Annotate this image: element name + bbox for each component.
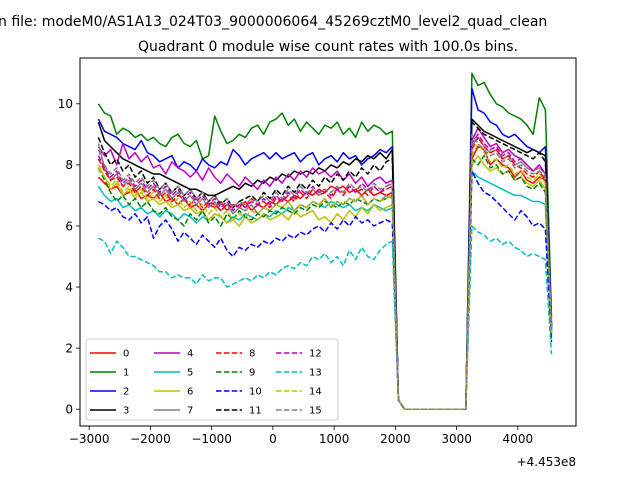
y-axis: 0 2 4 6 8 10: [58, 97, 80, 417]
x-offset-label: +4.453e8: [517, 455, 576, 469]
x-tick-label: −2000: [130, 432, 171, 446]
series-line-14: [97, 142, 553, 410]
series-line-2: [97, 87, 553, 410]
series-line-12: [97, 133, 553, 410]
x-tick-label: 3000: [441, 432, 472, 446]
x-tick-label: 0: [269, 432, 277, 446]
series-line-6: [97, 154, 553, 410]
legend-label-2: 2: [123, 387, 129, 398]
legend-label-9: 9: [249, 368, 255, 379]
y-tick-label: 0: [65, 403, 73, 417]
series-line-8: [97, 136, 553, 410]
plot-frame: [79, 57, 577, 427]
series-line-13: [98, 225, 553, 410]
legend-label-4: 4: [187, 349, 193, 360]
series-line-10: [98, 170, 553, 410]
legend-label-15: 15: [309, 406, 322, 417]
y-tick-label: 2: [65, 341, 73, 355]
legend-label-11: 11: [249, 406, 262, 417]
chart-title: Quadrant 0 module wise count rates with …: [138, 39, 518, 55]
y-tick-label: 6: [65, 219, 73, 233]
legend-label-7: 7: [187, 406, 193, 417]
legend-label-0: 0: [123, 349, 129, 360]
legend-label-14: 14: [309, 387, 322, 398]
x-tick-label: 1000: [319, 432, 350, 446]
x-tick-label: 4000: [503, 432, 534, 446]
legend-label-6: 6: [187, 387, 193, 398]
series-line-9: [97, 154, 553, 410]
figure-suptitle: n file: modeM0/AS1A13_024T03_9000006064_…: [0, 14, 547, 30]
series-layer: [97, 72, 553, 410]
y-tick-label: 10: [58, 97, 73, 111]
legend-label-3: 3: [123, 406, 129, 417]
series-line-3: [97, 118, 553, 410]
legend-label-5: 5: [187, 368, 193, 379]
y-tick-label: 4: [65, 280, 73, 294]
x-tick-label: 2000: [380, 432, 411, 446]
x-tick-label: −1000: [191, 432, 232, 446]
legend-box: [85, 338, 339, 421]
legend-label-1: 1: [123, 368, 129, 379]
legend-label-8: 8: [249, 349, 255, 360]
y-tick-label: 8: [65, 158, 73, 172]
series-line-4: [97, 127, 553, 410]
legend-label-13: 13: [309, 368, 322, 379]
x-tick-label: −3000: [69, 432, 110, 446]
series-line-15: [97, 133, 553, 410]
series-line-1: [97, 72, 553, 410]
legend-label-12: 12: [309, 349, 322, 360]
legend-label-10: 10: [249, 387, 262, 398]
x-axis: −3000 −2000 −1000 0 1000 2000 3000 4000: [69, 426, 533, 446]
